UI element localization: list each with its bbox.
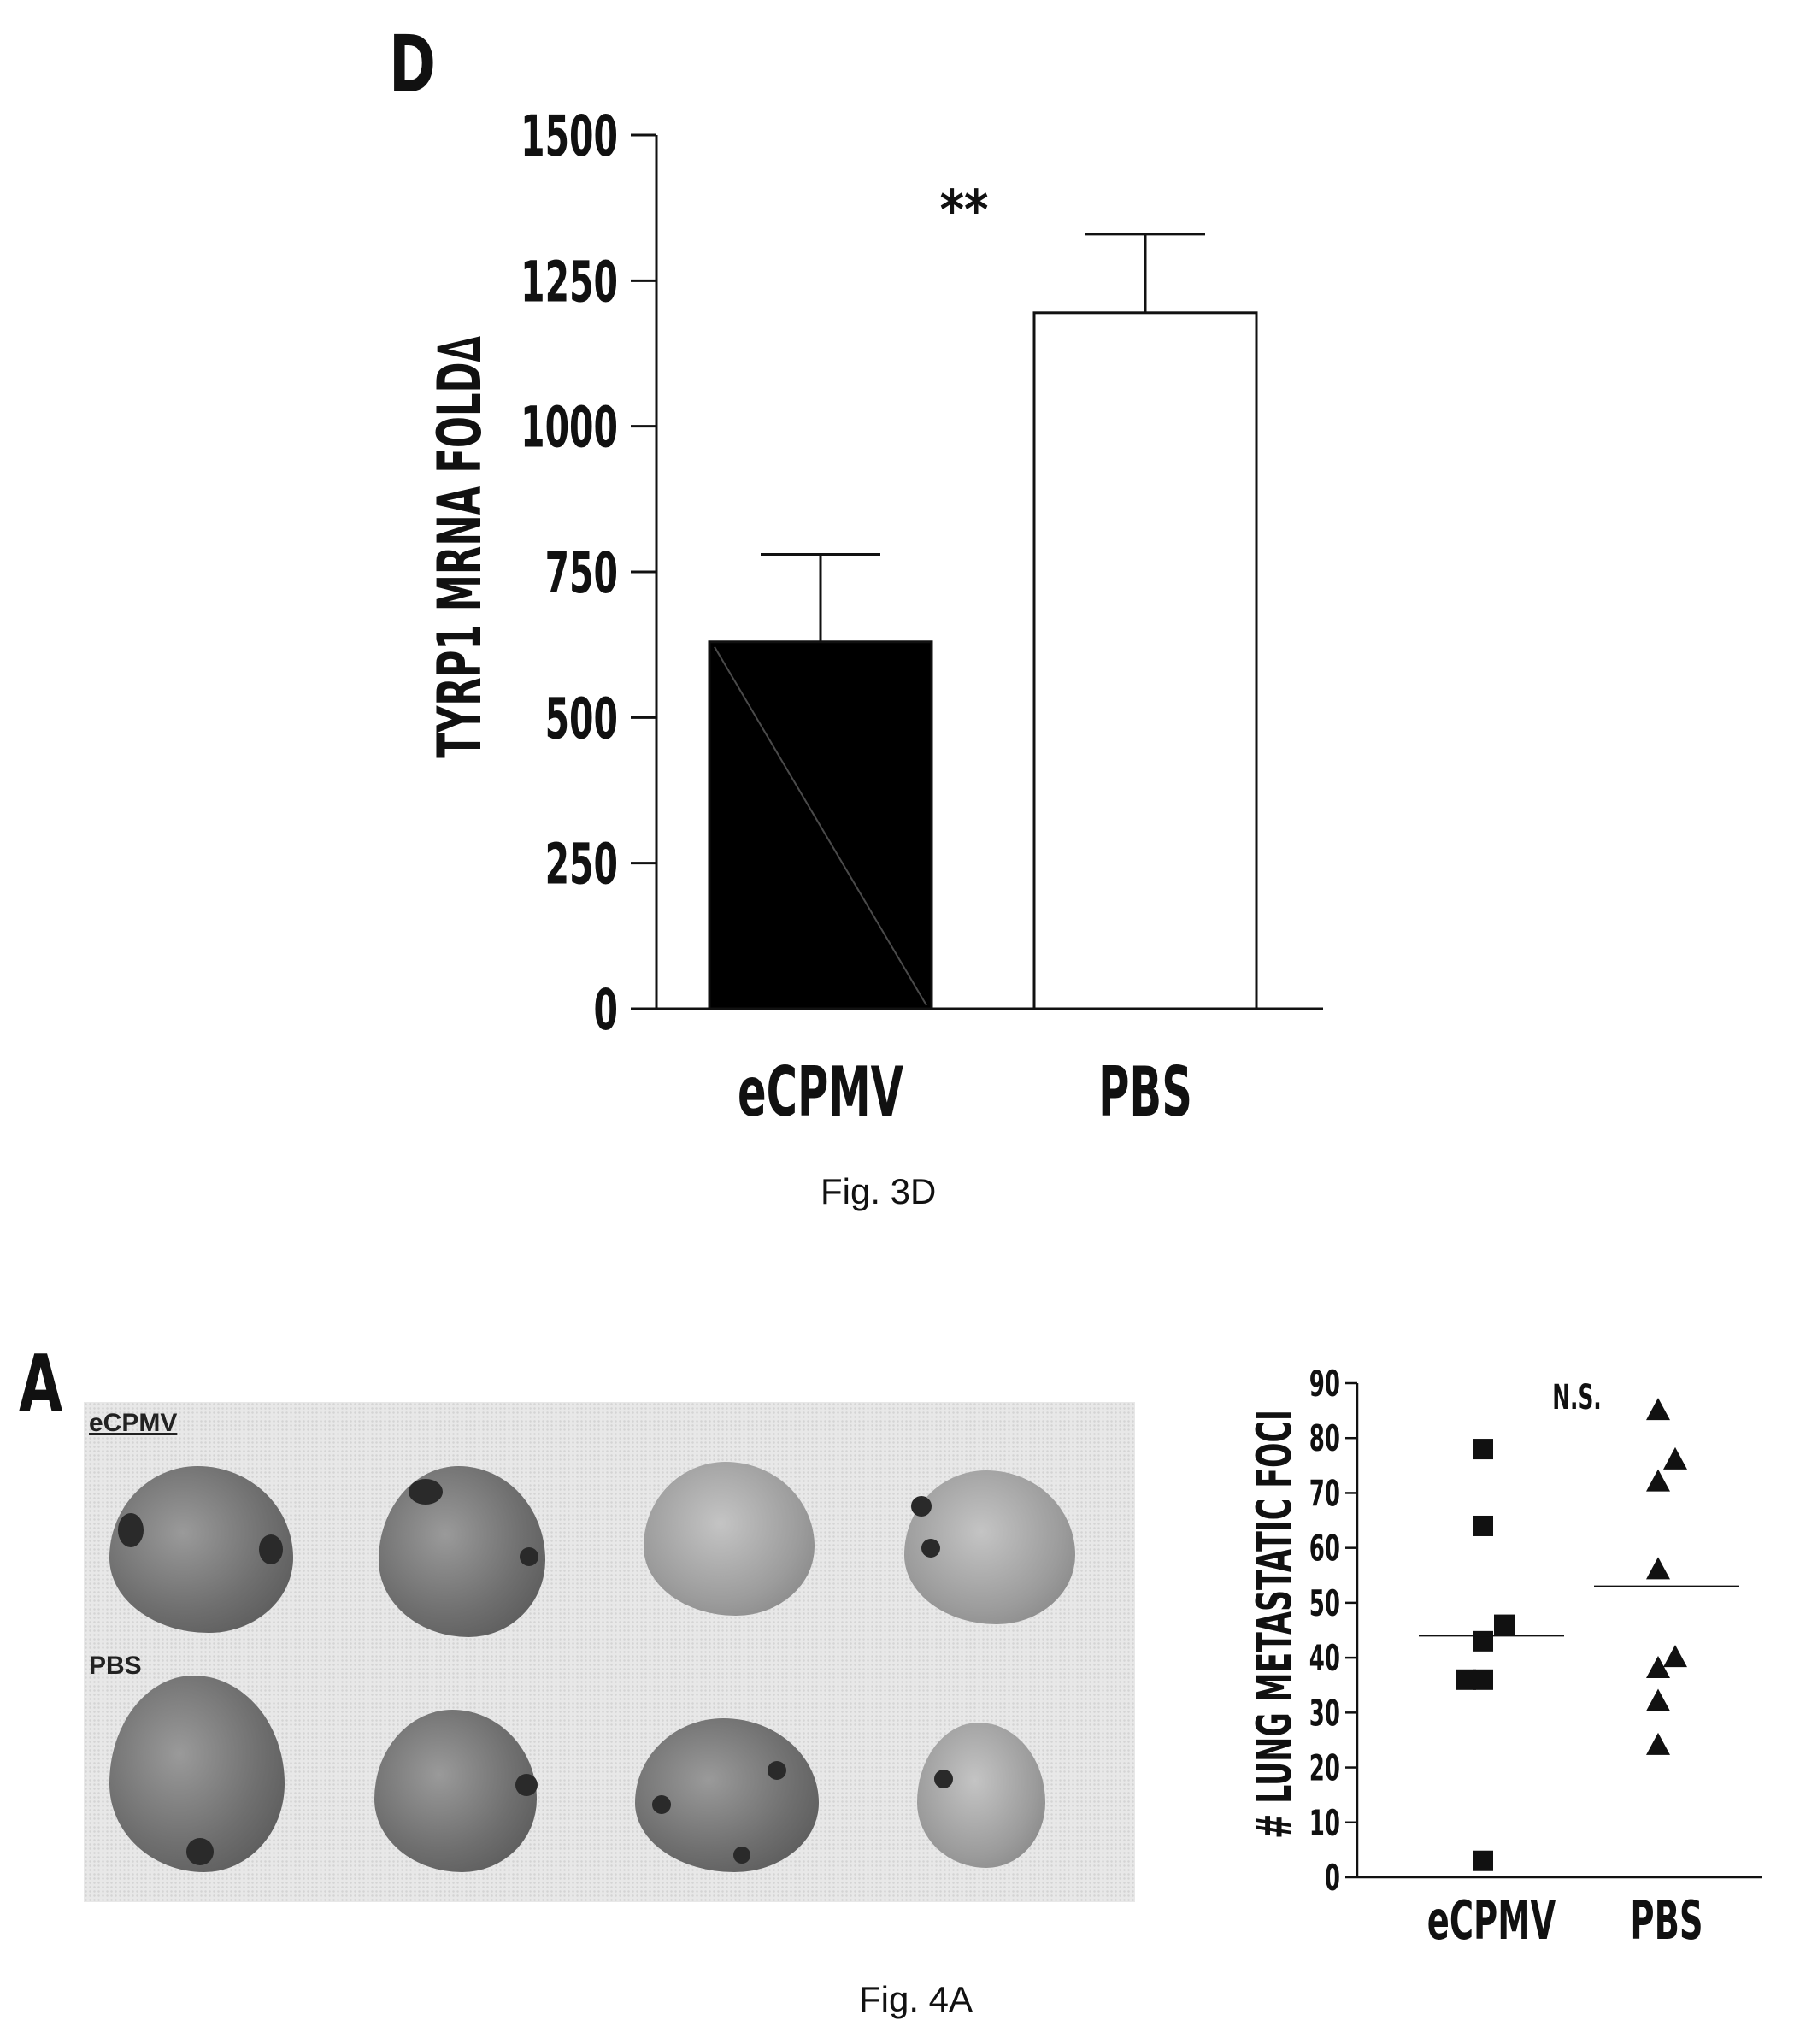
fig-3d-caption: Fig. 3D [821, 1171, 937, 1211]
y-tick-label: 10 [1309, 1804, 1340, 1845]
data-point-triangle [1646, 1655, 1670, 1678]
lung-specimen [379, 1466, 545, 1637]
metastatic-focus [259, 1534, 283, 1564]
y-tick-label: 70 [1309, 1474, 1340, 1515]
y-tick-label: 750 [545, 540, 618, 606]
bar-chart: 0 250 500 750 1000 1250 1500 eCPMV PBS ** TYRP1 MR… [425, 103, 1323, 1132]
y-tick-label: 60 [1309, 1529, 1340, 1570]
y-tick-label: 40 [1309, 1639, 1340, 1680]
y-axis-label: # LUNG METASTATIC FOCI [1246, 1410, 1302, 1839]
y-tick-label: 90 [1309, 1364, 1340, 1405]
lung-specimen [917, 1723, 1045, 1868]
metastatic-focus [768, 1761, 786, 1780]
lung-specimen [635, 1718, 819, 1872]
y-tick-label: 1000 [521, 394, 618, 460]
panel-d-letter: D [389, 19, 436, 110]
fig-4a-caption: Fig. 4A [859, 1979, 973, 2019]
bar-pbs [1032, 311, 1258, 1010]
data-point-triangle [1663, 1446, 1687, 1470]
lung-photo: eCPMV PBS [84, 1402, 1135, 1902]
y-tick-label: 0 [594, 977, 618, 1043]
significance-annotation: N.S. [1552, 1377, 1601, 1417]
data-point-square [1473, 1439, 1493, 1460]
data-point-square [1473, 1515, 1493, 1536]
y-tick-label: 0 [1325, 1858, 1340, 1900]
x-tick-label: eCPMV [738, 1051, 903, 1132]
metastatic-focus [515, 1774, 538, 1796]
x-tick-label: PBS [1630, 1891, 1703, 1953]
y-tick-label: 80 [1309, 1419, 1340, 1460]
data-point-triangle [1646, 1469, 1670, 1492]
metastatic-focus [118, 1513, 144, 1547]
y-tick-label: 250 [545, 831, 618, 897]
data-point-square [1473, 1669, 1493, 1690]
metastatic-focus [934, 1770, 953, 1788]
data-point-triangle [1646, 1398, 1670, 1421]
data-point-triangle [1663, 1645, 1687, 1668]
metastatic-focus [911, 1496, 932, 1517]
bar-hatch [714, 646, 927, 1006]
y-axis-label: TYRP1 MRNA FOLD∆ [425, 336, 495, 758]
data-point-triangle [1646, 1688, 1670, 1711]
metastatic-focus [520, 1547, 538, 1566]
y-tick-label: 1250 [521, 249, 618, 315]
panel-a-letter: A [19, 1338, 63, 1429]
data-point-square [1494, 1614, 1515, 1635]
significance-annotation: ** [940, 180, 989, 243]
data-point-square [1473, 1850, 1493, 1871]
y-tick-label: 30 [1309, 1694, 1340, 1735]
y-tick-label: 50 [1309, 1584, 1340, 1625]
photo-label-pbs: PBS [89, 1652, 142, 1680]
x-tick-label: eCPMV [1427, 1891, 1556, 1953]
y-tick-label: 20 [1309, 1748, 1340, 1789]
lung-specimen [374, 1710, 537, 1872]
lung-specimen [644, 1462, 815, 1616]
photo-label-ecpmv: eCPMV [89, 1409, 178, 1437]
x-tick-label: PBS [1098, 1051, 1192, 1132]
data-point-square [1456, 1669, 1476, 1690]
metastatic-focus [652, 1795, 671, 1814]
y-tick-label: 1500 [521, 103, 618, 169]
y-tick-label: 500 [545, 686, 618, 751]
metastatic-focus [409, 1479, 443, 1505]
data-point-triangle [1646, 1557, 1670, 1580]
metastatic-focus [733, 1847, 750, 1864]
metastatic-focus [186, 1838, 214, 1865]
data-point-triangle [1646, 1732, 1670, 1755]
metastatic-focus [921, 1539, 940, 1558]
data-point-square [1473, 1630, 1493, 1652]
